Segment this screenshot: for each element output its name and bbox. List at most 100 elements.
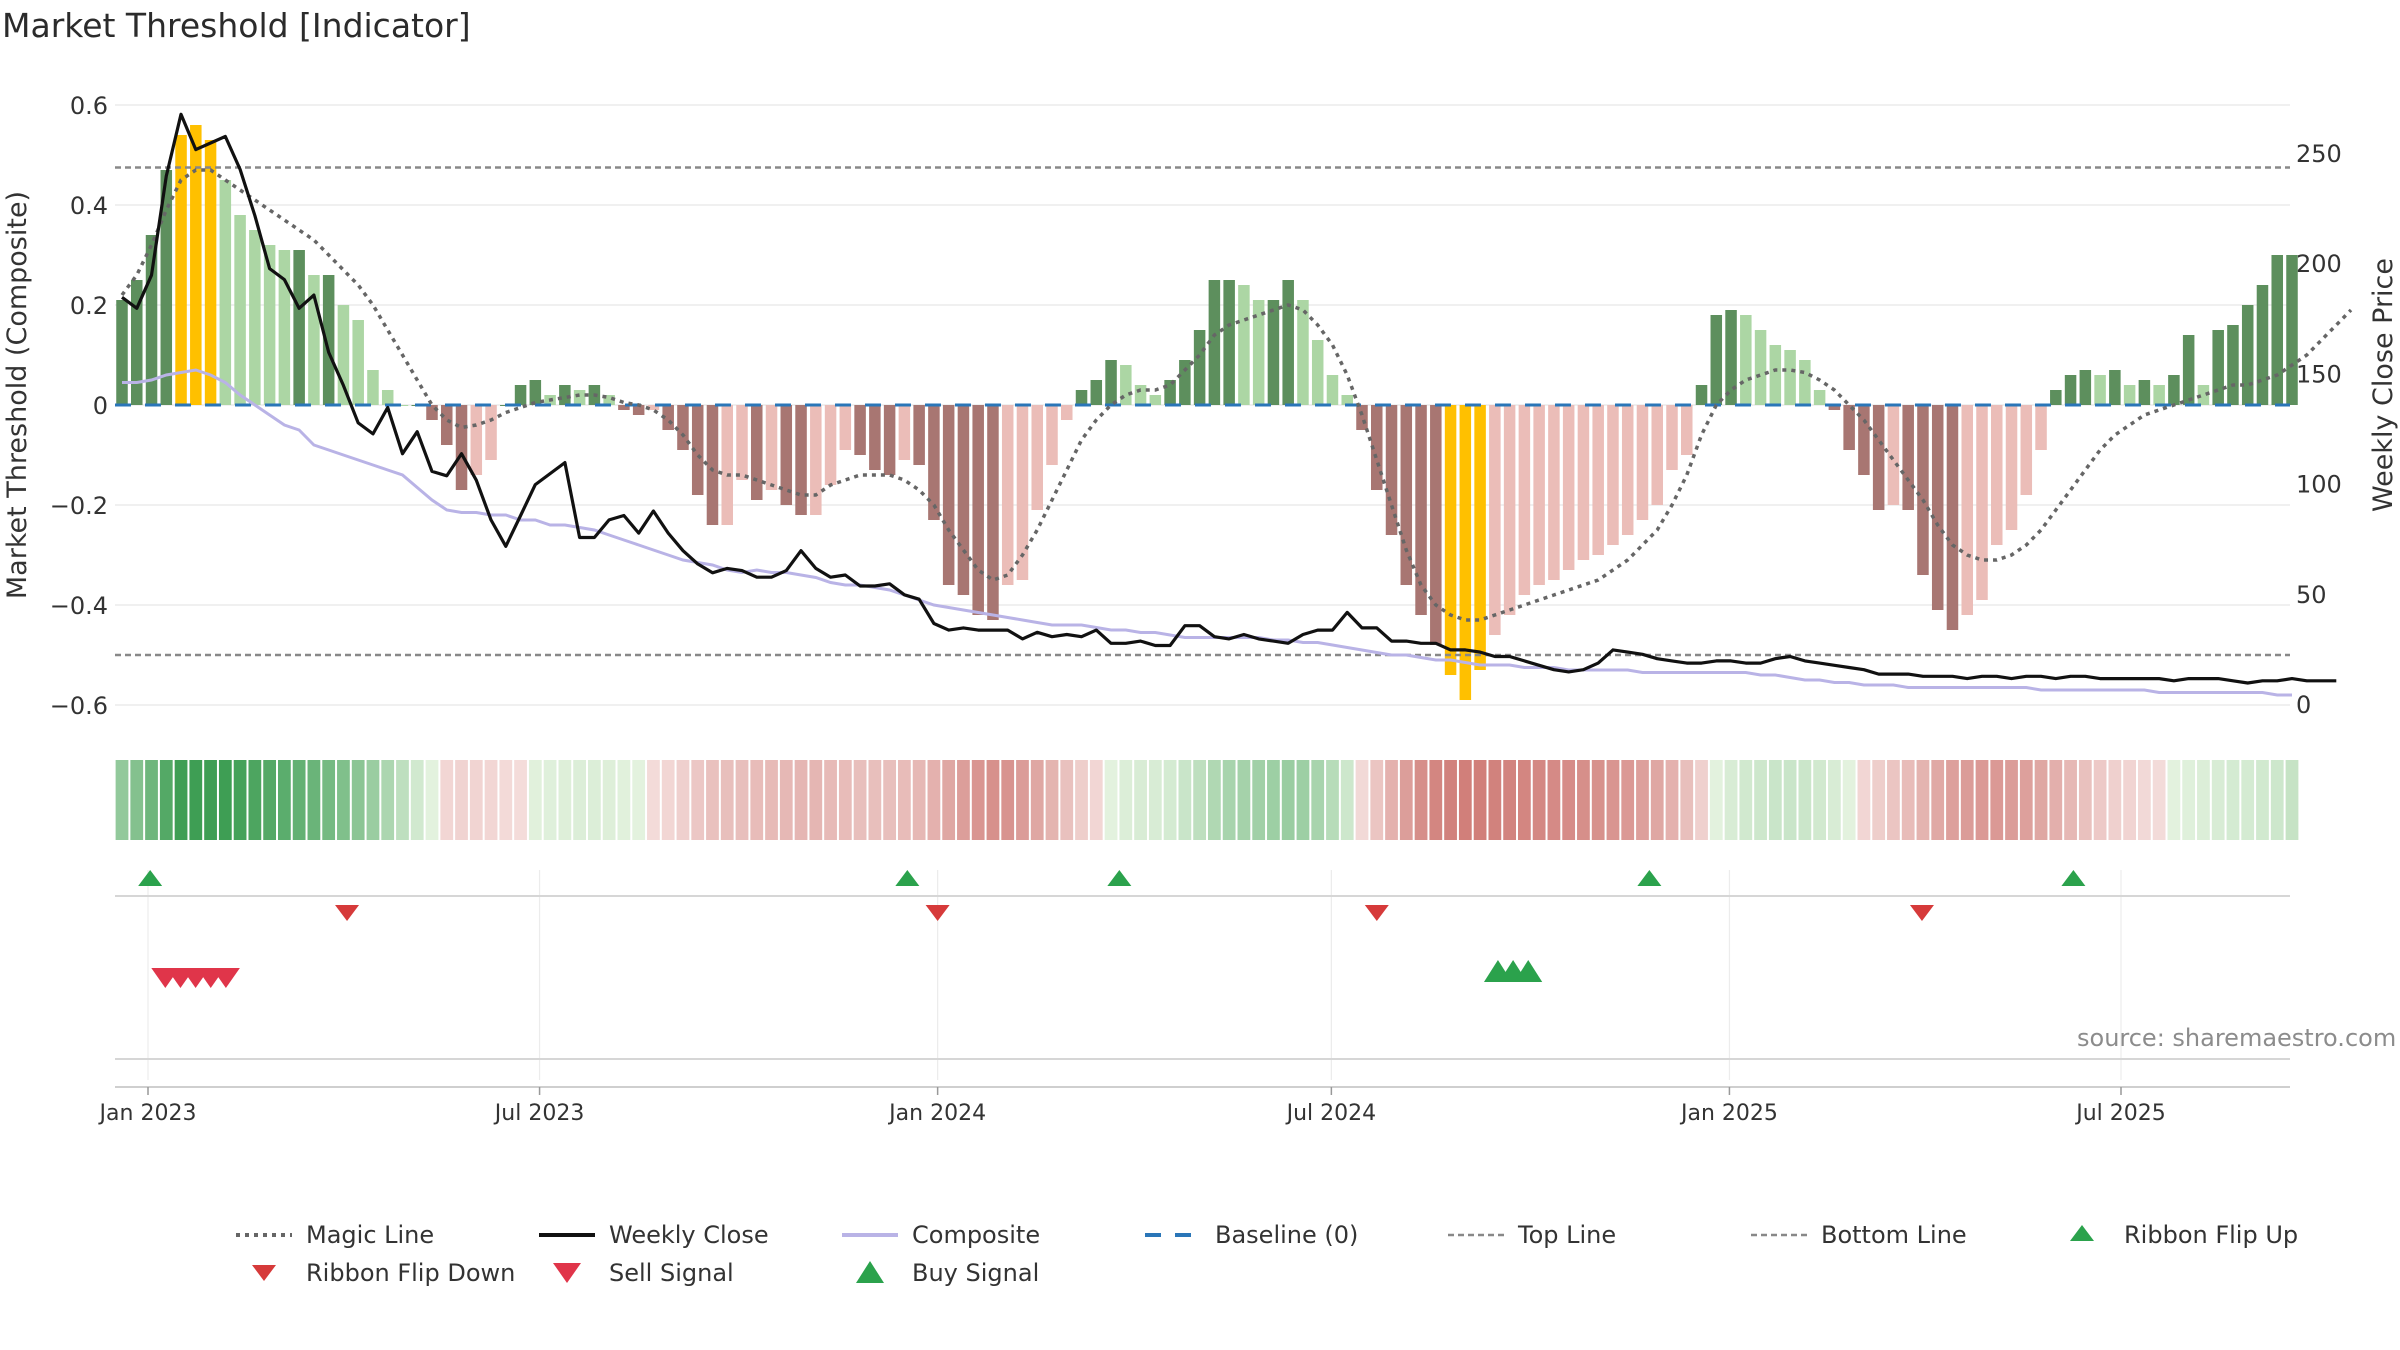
ribbon-cell [588, 760, 601, 840]
threshold-bar [1858, 405, 1870, 475]
ribbon-cell [528, 760, 542, 840]
ribbon-cell [204, 760, 217, 840]
threshold-bar [1887, 405, 1900, 505]
threshold-bar [249, 230, 261, 405]
ribbon-cell [174, 760, 188, 840]
threshold-bar [131, 280, 143, 405]
ribbon-cell [647, 760, 660, 840]
ribbon-cell [1208, 760, 1221, 840]
threshold-bar [367, 370, 379, 405]
threshold-bar [1489, 405, 1501, 635]
threshold-bar [721, 405, 733, 525]
threshold-bar [1710, 315, 1723, 405]
threshold-bar [1843, 405, 1855, 450]
threshold-bar [1208, 280, 1221, 405]
threshold-bar [1503, 405, 1516, 615]
threshold-bar [2035, 405, 2047, 450]
ribbon-cell [1178, 760, 1192, 840]
ribbon-cell [1503, 760, 1516, 840]
ribbon-flip-up-marker [895, 870, 920, 886]
ribbon-flip-up-marker [2061, 870, 2086, 886]
ribbon-cell [2093, 760, 2107, 840]
ribbon-cell [868, 760, 882, 840]
ribbon-cell [779, 760, 793, 840]
ribbon-cell [1134, 760, 1147, 840]
threshold-bar [780, 405, 793, 505]
ribbon-cell [543, 760, 557, 840]
threshold-bar [824, 405, 837, 485]
threshold-bar [1075, 390, 1088, 405]
ribbon-cell [1990, 760, 2004, 840]
threshold-bar [278, 250, 291, 405]
y-tick-label: −0.4 [50, 592, 108, 620]
threshold-bar [1828, 405, 1841, 410]
threshold-bar [1046, 405, 1058, 465]
ribbon-cell [1267, 760, 1280, 840]
threshold-bar [190, 125, 202, 405]
threshold-bar [1813, 390, 1826, 405]
threshold-bar [1267, 300, 1280, 405]
ribbon-cell [514, 760, 527, 840]
threshold-bar [632, 405, 645, 415]
threshold-bar [854, 405, 866, 455]
ribbon-cell [1444, 760, 1457, 840]
ribbon-cell [883, 760, 896, 840]
threshold-bar [706, 405, 719, 525]
ribbon-cell [1518, 760, 1531, 840]
ribbon-cell [1606, 760, 1620, 840]
threshold-bar [1666, 405, 1678, 470]
y2-axis-label: Weekly Close Price [2368, 258, 2399, 512]
magic-line [120, 168, 2353, 622]
ribbon-cell [2241, 760, 2255, 840]
ribbon-cell [1842, 760, 1856, 840]
y-tick-label: 0.6 [70, 92, 108, 120]
ribbon-cell [809, 760, 823, 840]
threshold-bar [957, 405, 970, 595]
threshold-bar [2168, 375, 2180, 405]
threshold-bar [1577, 405, 1590, 560]
threshold-bar [1459, 405, 1472, 700]
ribbon-cell [1148, 760, 1162, 840]
ribbon-cell [396, 760, 409, 840]
threshold-bar [1872, 405, 1885, 510]
y2-tick-label: 100 [2296, 471, 2342, 499]
ribbon-flip-down-marker [925, 905, 950, 921]
ribbon-cell [1621, 760, 1635, 840]
y2-tick-label: 200 [2296, 250, 2342, 278]
ribbon-cell [1488, 760, 1502, 840]
ribbon-flip-down-marker [1909, 905, 1934, 921]
ribbon-flip-down-marker [1364, 905, 1389, 921]
ribbon-cell [1680, 760, 1694, 840]
x-tick-label: Jul 2024 [1285, 1101, 1377, 1126]
ribbon-cell [1370, 760, 1384, 840]
threshold-bar [2064, 375, 2077, 405]
ribbon-cell [912, 760, 926, 840]
ribbon-cell [2078, 760, 2092, 840]
ribbon-cell [2108, 760, 2122, 840]
threshold-bar [1592, 405, 1604, 555]
ribbon-cell [602, 760, 616, 840]
ribbon-cell [794, 760, 808, 840]
threshold-bar [736, 405, 748, 480]
threshold-bar [1223, 280, 1235, 405]
threshold-bar [204, 140, 217, 405]
ribbon-cell [676, 760, 690, 840]
threshold-bar [1252, 300, 1265, 405]
ribbon-cell [189, 760, 203, 840]
threshold-bar [869, 405, 881, 470]
threshold-bar [2241, 305, 2254, 405]
ribbon-cell [292, 760, 306, 840]
ribbon-cell [824, 760, 837, 840]
ribbon-cell [1237, 760, 1251, 840]
threshold-bar [1061, 405, 1073, 420]
ribbon-cell [1429, 760, 1443, 840]
threshold-bar [1946, 405, 1959, 630]
ribbon-cell [2123, 760, 2136, 840]
y-tick-label: 0 [93, 392, 108, 420]
threshold-bar [1695, 385, 1708, 405]
ribbon-cell [337, 760, 350, 840]
threshold-bar [2005, 405, 2018, 530]
threshold-bar [441, 405, 453, 445]
ribbon-cell [1252, 760, 1266, 840]
